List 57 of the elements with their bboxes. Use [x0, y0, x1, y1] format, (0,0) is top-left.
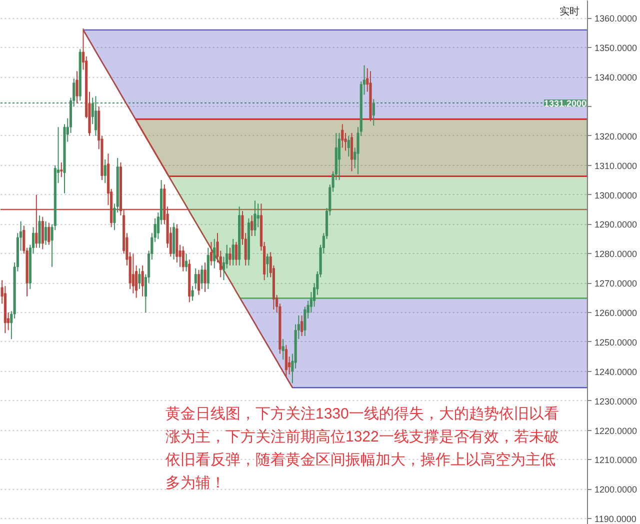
- annotation: 黄金日线图，下方关注1330一线的得失，大的趋势依旧以看涨为主，下方关注前期高位1322一线支撑是否有效，若未破依旧看反弹，随着黄金区间振幅加大，操作上以高空为主低多为辅！: [166, 406, 559, 492]
- candlestick: [234, 241, 238, 266]
- candlestick: [132, 253, 134, 294]
- annotation: 实时: [560, 6, 580, 18]
- candlestick: [338, 132, 341, 181]
- candlestick: [60, 162, 63, 178]
- y-tick-label: 1310.0000: [594, 160, 638, 171]
- candlestick: [300, 314, 304, 337]
- line-series: [82, 29, 294, 388]
- y-tick-label: 1220.0000: [594, 426, 638, 436]
- candlestick: [38, 214, 41, 248]
- candlestick: [138, 268, 141, 290]
- candlestick: [210, 241, 213, 266]
- candlestick: [266, 253, 269, 278]
- y-tick-label: 1290.0000: [594, 220, 638, 230]
- candlestick: [284, 344, 288, 378]
- candlestick: [94, 96, 98, 136]
- candlestick: [104, 158, 106, 184]
- candlestick: [185, 253, 188, 272]
- candlestick: [282, 338, 284, 360]
- y-tick-label: 1210.0000: [594, 455, 638, 466]
- candlestick: [48, 222, 50, 246]
- candlestick: [182, 246, 184, 272]
- y-tick-label: 1300.0000: [594, 190, 638, 200]
- y-tick-label: 1250.0000: [594, 337, 638, 348]
- candlestick: [191, 286, 194, 302]
- y-tick-label: 1320.0000: [594, 131, 638, 142]
- candlestick: [232, 238, 234, 266]
- y-tick-label: 1240.0000: [594, 366, 638, 377]
- y-tick-label: 1350.0000: [594, 43, 638, 54]
- candlestick: [76, 70, 78, 104]
- y-tick-label: 1280.0000: [594, 249, 638, 260]
- candlestick: [204, 262, 206, 292]
- candlestick: [141, 264, 144, 297]
- ref-line-label: 1331.2000: [544, 98, 587, 108]
- candlestick: [44, 220, 48, 246]
- candlestick: [197, 269, 200, 296]
- candlestick: [341, 124, 344, 148]
- candlestick: [347, 135, 350, 158]
- y-tick-label: 1340.0000: [594, 72, 638, 83]
- candlestick: [228, 247, 232, 266]
- candlestick: [41, 216, 44, 250]
- candlestick: [194, 268, 197, 290]
- y-tick-label: 1260.0000: [594, 308, 638, 318]
- candlestick: [254, 200, 256, 237]
- y-tick-label: 1230.0000: [594, 396, 638, 406]
- y-tick-label: 1190.0000: [594, 514, 636, 524]
- y-tick-label: 1270.0000: [594, 278, 638, 289]
- candlestick: [35, 194, 38, 248]
- candlestick: [200, 264, 204, 290]
- candlestick: [350, 132, 354, 172]
- candlestick: [372, 98, 375, 126]
- candlestick: [213, 238, 216, 269]
- candlestick: [256, 203, 260, 228]
- y-tick-label: 1360.0000: [594, 14, 638, 24]
- y-tick-label: 1200.0000: [594, 484, 638, 495]
- candlestick: [250, 214, 254, 237]
